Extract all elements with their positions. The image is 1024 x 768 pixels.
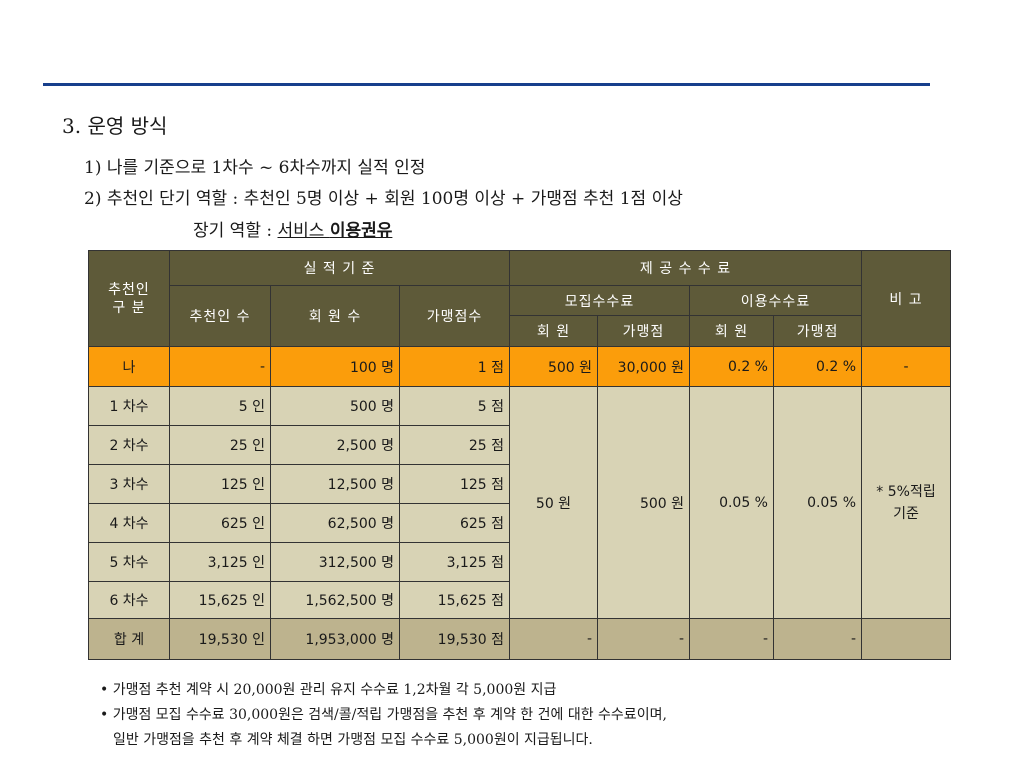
stores-cell: 125 점 [399, 464, 510, 504]
remarks-line-1: * 5%적립 [876, 483, 936, 500]
notes: • 가맹점 추천 계약 시 20,000원 관리 유지 수수료 1,2차월 각 … [100, 678, 667, 753]
usage-store-cell: - [772, 618, 863, 660]
fee-table: 추천인 구 분 실 적 기 준 제 공 수 수 료 비 고 추천인 수 회 원 … [88, 250, 952, 660]
recommenders-cell: 19,530 인 [169, 618, 271, 660]
remarks-merged: * 5%적립 기준 [861, 386, 952, 619]
remarks-cell [861, 618, 952, 660]
stage-cell: 나 [88, 346, 170, 387]
usage-member-cell: 0.2 % [689, 346, 774, 387]
point-1: 1) 나를 기준으로 1차수 ~ 6차수까지 실적 인정 [84, 158, 426, 178]
service-link: 서비스 [277, 221, 330, 241]
stores-cell: 3,125 점 [399, 542, 510, 582]
header-fee-provided: 제 공 수 수 료 [508, 250, 863, 286]
stage-cell: 5 차수 [88, 542, 170, 582]
point-2: 2) 추천인 단기 역할 : 추천인 5명 이상 + 회원 100명 이상 + … [84, 189, 683, 209]
stores-cell: 25 점 [399, 425, 510, 465]
header-stores: 가맹점수 [399, 285, 510, 347]
stage-cell: 2 차수 [88, 425, 170, 465]
members-cell: 312,500 명 [270, 542, 400, 582]
header-recommender-type: 추천인 구 분 [88, 250, 170, 347]
section-title: 3. 운영 방식 [62, 114, 168, 138]
usage-store-cell: 0.2 % [772, 346, 863, 387]
recommenders-cell: 15,625 인 [169, 581, 271, 619]
header-recruit-store: 가맹점 [597, 315, 690, 347]
header-recruit-member: 회 원 [509, 315, 598, 347]
table-row: 2 차수 25 인 2,500 명 25 점 [88, 425, 951, 465]
table-row-total: 합 계 19,530 인 1,953,000 명 19,530 점 - - - … [88, 618, 952, 660]
recruit-store-cell: 30,000 원 [597, 346, 690, 387]
recruit-member-cell: - [509, 618, 598, 660]
recommenders-cell: 3,125 인 [169, 542, 271, 582]
stores-cell: 19,530 점 [399, 618, 510, 660]
header-recruit-fee: 모집수수료 [509, 285, 690, 316]
stores-cell: 1 점 [399, 346, 510, 387]
recruit-member-merged: 50 원 [509, 386, 598, 619]
table-row: 4 차수 625 인 62,500 명 625 점 [88, 503, 951, 543]
remarks-line-2: 기준 [893, 505, 919, 522]
usage-member-cell: - [689, 618, 774, 660]
table-row: 5 차수 3,125 인 312,500 명 3,125 점 [88, 542, 951, 582]
stage-cell: 1 차수 [88, 386, 170, 426]
usage-recommend-link: 이용권유 [329, 221, 393, 241]
note-1: • 가맹점 추천 계약 시 20,000원 관리 유지 수수료 1,2차월 각 … [100, 682, 557, 698]
table-row: 1 차수 5 인 500 명 5 점 50 원 500 원 0.05 % 0.0… [88, 386, 952, 619]
stores-cell: 625 점 [399, 503, 510, 543]
members-cell: 62,500 명 [270, 503, 400, 543]
members-cell: 1,953,000 명 [270, 618, 400, 660]
note-2: • 가맹점 모집 수수료 30,000원은 검색/콜/적립 가맹점을 추천 후 … [100, 707, 667, 723]
stores-cell: 15,625 점 [399, 581, 510, 619]
recommenders-cell: 25 인 [169, 425, 271, 465]
members-cell: 100 명 [270, 346, 400, 387]
recommenders-cell: - [169, 346, 271, 387]
point-3: 장기 역할 : 서비스 이용권유 [193, 216, 392, 241]
stage-cell: 합 계 [88, 618, 170, 660]
note-2-continued: 일반 가맹점을 추천 후 계약 체결 하면 가맹점 모집 수수료 5,000원이… [113, 732, 593, 748]
members-cell: 500 명 [270, 386, 400, 426]
recommenders-cell: 5 인 [169, 386, 271, 426]
members-cell: 1,562,500 명 [270, 581, 400, 619]
stage-cell: 6 차수 [88, 581, 170, 619]
remarks-cell: - [861, 346, 952, 387]
table-row-me: 나 - 100 명 1 점 500 원 30,000 원 0.2 % 0.2 %… [88, 346, 952, 387]
recruit-store-merged: 500 원 [597, 386, 690, 619]
stage-cell: 4 차수 [88, 503, 170, 543]
stage-cell: 3 차수 [88, 464, 170, 504]
header-usage-fee: 이용수수료 [688, 285, 863, 316]
recruit-member-cell: 500 원 [509, 346, 598, 387]
stores-cell: 5 점 [399, 386, 510, 426]
header-performance: 실 적 기 준 [169, 250, 510, 286]
usage-store-merged: 0.05 % [772, 386, 863, 619]
header-members: 회 원 수 [270, 285, 400, 347]
recruit-store-cell: - [597, 618, 690, 660]
recommenders-cell: 625 인 [169, 503, 271, 543]
members-cell: 12,500 명 [270, 464, 400, 504]
table-row: 3 차수 125 인 12,500 명 125 점 [88, 464, 951, 504]
top-rule [43, 83, 930, 86]
header-usage-store: 가맹점 [772, 315, 863, 347]
header-remarks: 비 고 [861, 250, 952, 347]
recommenders-cell: 125 인 [169, 464, 271, 504]
table-row: 6 차수 15,625 인 1,562,500 명 15,625 점 [88, 581, 951, 619]
members-cell: 2,500 명 [270, 425, 400, 465]
usage-member-merged: 0.05 % [689, 386, 774, 619]
header-usage-member: 회 원 [689, 315, 774, 347]
point-3-prefix: 장기 역할 : [193, 221, 278, 241]
header-recommenders: 추천인 수 [169, 285, 271, 347]
